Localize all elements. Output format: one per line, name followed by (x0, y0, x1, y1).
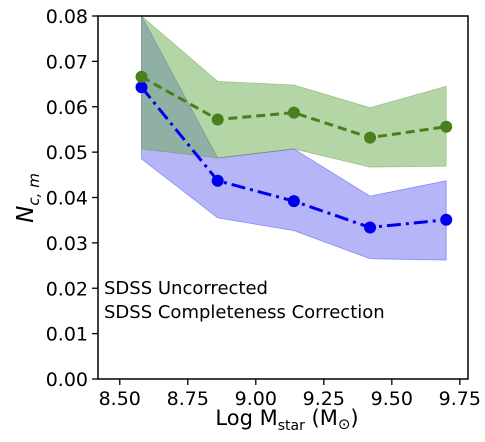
data-point-series-1-3 (364, 131, 377, 144)
y-tick-label: 0.03 (46, 233, 88, 255)
x-tick-label: 8.75 (167, 388, 209, 410)
legend-label-completeness-correction: SDSS Completeness Correction (104, 302, 385, 323)
x-axis-ticks: 8.50 8.75 9.00 9.25 9.50 9.75 (99, 379, 481, 410)
data-point-series-0-3 (364, 221, 377, 234)
data-point-series-1-4 (440, 120, 453, 133)
y-tick-label: 0.08 (46, 6, 88, 28)
x-axis-title-main: Log M (215, 406, 277, 430)
y-tick-label: 0.01 (46, 324, 88, 346)
y-axis-title: Nc, m (13, 173, 43, 223)
y-axis-title-main: N (13, 206, 39, 223)
line-series-1 (140, 75, 447, 140)
data-point-series-1-1 (211, 113, 224, 126)
data-point-series-1-0 (135, 70, 148, 83)
confidence-bands (141, 15, 447, 261)
x-axis-title-unit-close: ) (350, 406, 358, 430)
data-point-series-0-0 (135, 81, 148, 94)
x-axis-title-sub: star (278, 418, 305, 434)
data-point-series-1-2 (287, 106, 300, 119)
y-tick-label: 0.07 (46, 51, 88, 73)
series-points (135, 70, 453, 234)
y-axis-ticks: 0.00 0.01 0.02 0.03 0.04 0.05 0.06 0.07 0.08 (46, 6, 98, 391)
y-tick-label: 0.04 (46, 188, 88, 210)
data-point-series-0-2 (287, 195, 300, 208)
y-tick-label: 0.05 (46, 142, 88, 164)
legend-label-uncorrected: SDSS Uncorrected (104, 278, 268, 299)
legend: SDSS Uncorrected SDSS Completeness Corre… (104, 278, 385, 323)
x-axis-title-unit-open: (M (305, 406, 338, 430)
sun-symbol-icon: ⊙ (338, 415, 351, 433)
x-tick-label: 8.50 (99, 388, 141, 410)
x-tick-label: 9.75 (439, 388, 481, 410)
y-axis-title-sub: c, m (25, 173, 43, 205)
y-tick-label: 0.00 (46, 369, 88, 391)
data-point-series-0-4 (440, 213, 453, 226)
x-tick-label: 9.00 (235, 388, 277, 410)
x-axis-title: Log Mstar (M⊙) (215, 406, 358, 434)
x-tick-label: 9.50 (371, 388, 413, 410)
y-tick-label: 0.06 (46, 97, 88, 119)
data-point-series-0-1 (211, 174, 224, 187)
x-tick-label: 9.25 (303, 388, 345, 410)
y-tick-label: 0.02 (46, 278, 88, 300)
band-series-1 (141, 15, 447, 168)
